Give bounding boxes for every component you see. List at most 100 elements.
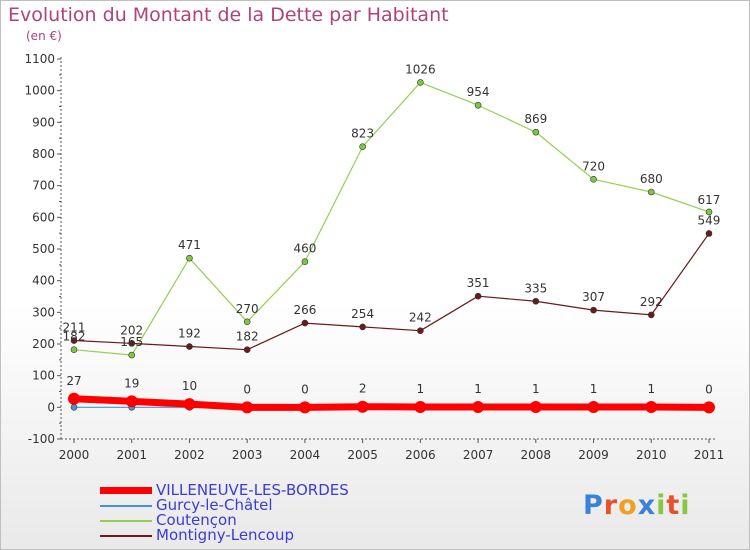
data-point [474,292,482,300]
data-point [128,340,136,347]
data-label: 869 [524,112,547,126]
data-point [128,351,136,359]
data-label: 242 [409,311,432,325]
data-point [590,306,597,314]
data-label: 182 [236,330,259,344]
data-point [647,311,655,319]
logo-letter: i [656,490,667,521]
y-tick-label: -100 [28,432,55,446]
logo-letter: t [666,490,681,521]
data-label: 720 [582,159,605,173]
data-label: 292 [640,295,663,309]
legend: VILLENEUVE-LES-BORDES Gurcy-le-Châtel Cout… [100,483,349,543]
data-point [359,143,366,151]
y-tick-label: 1000 [24,84,55,98]
data-point [359,323,366,331]
y-tick-label: 500 [32,242,55,256]
data-point [301,319,309,327]
data-label: 192 [178,327,201,341]
data-point [243,318,251,326]
data-point [705,230,713,237]
series-line-2 [73,81,710,356]
data-label: 1 [474,382,482,396]
data-label: 335 [524,281,547,295]
data-point [532,297,540,305]
legend-label: Coutençon [156,511,237,529]
data-point [474,101,482,109]
data-point [417,79,424,86]
data-point [414,401,427,414]
chart-title: Evolution du Montant de la Dette par Hab… [8,4,449,26]
data-label: 202 [120,323,143,337]
logo-letter: P [583,490,604,521]
data-label: 823 [351,127,374,141]
data-point [645,401,658,414]
data-label: 0 [243,382,251,396]
y-tick-label: 100 [32,369,55,383]
data-point [186,254,193,262]
data-point [68,392,80,405]
logo-letter: i [680,490,691,521]
data-label: 1 [532,382,540,396]
x-tick-label: 2007 [463,448,494,462]
y-tick-label: 700 [32,179,55,193]
logo-letter: x [637,490,657,521]
y-tick-label: 800 [32,147,55,161]
series-line-3 [73,232,710,351]
legend-item: Gurcy-le-Châtel [100,498,349,513]
data-label: 617 [698,193,721,207]
data-label: 19 [124,376,139,390]
legend-label: VILLENEUVE-LES-BORDES [156,481,349,499]
data-point [241,401,254,414]
data-point [705,208,713,216]
data-label: 211 [63,321,86,335]
data-label: 182 [63,330,86,344]
data-point [647,188,655,196]
data-point [587,401,600,414]
data-label: 0 [301,382,309,396]
data-label: 27 [66,374,81,388]
logo-letter: o [618,490,638,521]
data-point [298,401,311,414]
legend-swatch [100,519,152,522]
legend-label: Gurcy-le-Châtel [156,496,273,514]
data-point [186,343,193,350]
data-point [472,401,485,414]
x-tick-label: 2006 [405,448,436,462]
data-label: 1 [417,382,425,396]
data-label: 1 [647,382,655,396]
legend-swatch [100,504,152,507]
data-point [70,337,78,344]
proxiti-logo: Proxiti [583,490,691,521]
data-point [532,128,540,136]
y-tick-label: 1100 [24,52,55,66]
data-point [417,327,424,335]
data-point [702,401,715,414]
data-label: 954 [467,85,490,99]
data-label: 1026 [405,62,436,76]
logo-letter: r [603,490,619,521]
x-tick-label: 2010 [636,448,667,462]
data-label: 10 [182,379,197,393]
data-label: 266 [293,303,316,317]
data-point [243,346,251,354]
data-point [70,346,78,354]
data-label: 549 [698,213,721,227]
series-line-0 [70,395,713,411]
legend-item: Coutençon [100,513,349,528]
data-point [590,176,597,183]
legend-swatch [100,534,152,537]
legend-item: Montigny-Lencoup [100,528,349,543]
data-label: 351 [467,276,490,290]
legend-swatch [100,487,152,494]
data-label: 1 [590,382,598,396]
data-point [529,401,542,414]
data-label: 2 [359,382,367,396]
data-label: 165 [120,335,143,349]
data-point [125,395,138,408]
y-tick-label: 900 [32,115,55,129]
x-tick-label: 2003 [232,448,263,462]
y-tick-label: 200 [32,337,55,351]
chart-unit: (en €) [26,29,62,43]
